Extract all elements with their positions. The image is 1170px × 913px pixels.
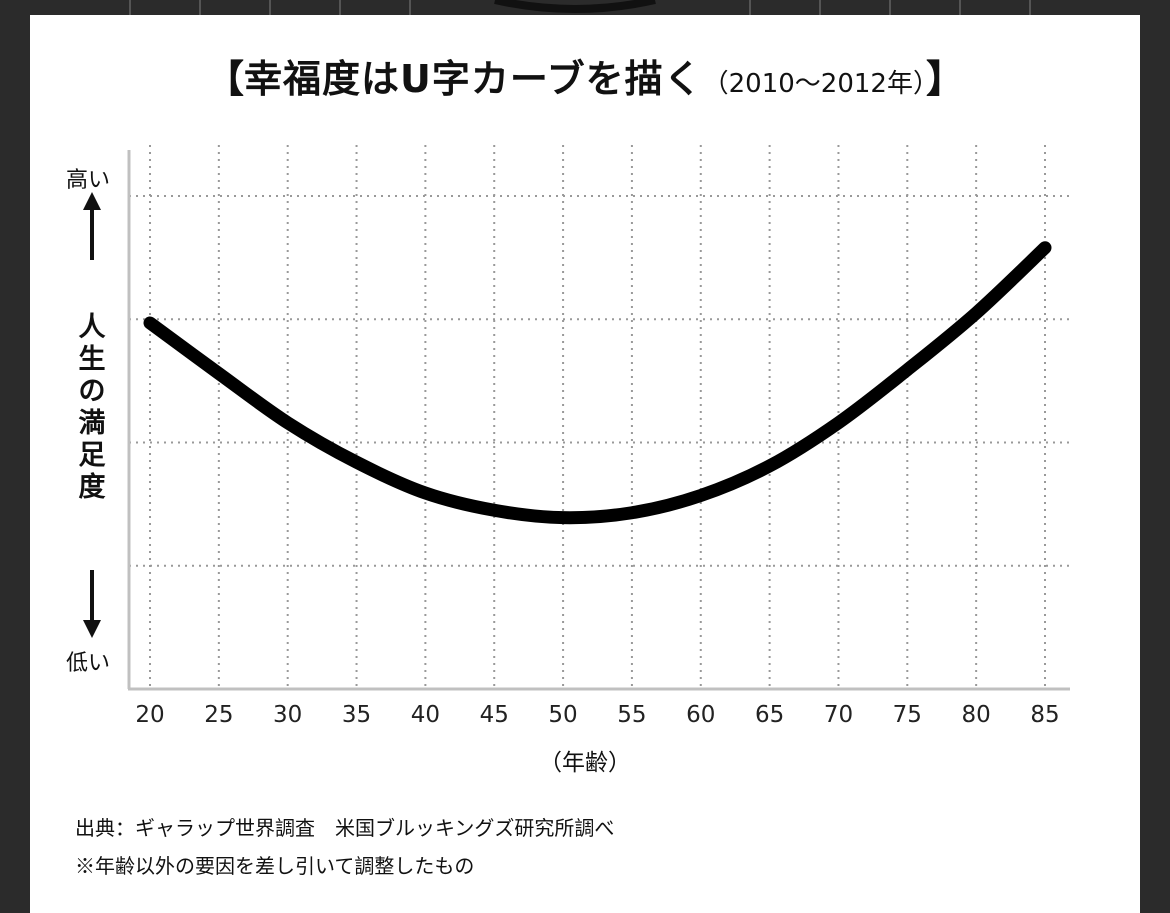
x-tick-label: 60 (686, 702, 715, 728)
title-main: 幸福度はU字カーブを描く (244, 57, 703, 101)
figure-card (30, 15, 1140, 913)
happiness-curve-line (143, 241, 1052, 525)
source-note: 出典：ギャラップ世界調査 米国ブルッキングズ研究所調べ (75, 816, 615, 840)
x-tick-label: 20 (135, 702, 164, 728)
x-tick-label: 50 (548, 702, 577, 728)
title-subtitle: （2010〜2012年） (702, 69, 926, 99)
x-tick-label: 30 (273, 702, 302, 728)
x-axis-title: （年齢） (539, 750, 631, 776)
up-arrow-icon (83, 192, 101, 260)
chart-title: 【幸福度はU字カーブを描く（2010〜2012年）】 (0, 48, 1170, 103)
title-close-bracket: 】 (925, 57, 964, 101)
y-high-label: 高い (66, 168, 111, 193)
caveat-note: ※年齢以外の要因を差し引いて調整したもの (75, 854, 475, 878)
x-tick-label: 65 (755, 702, 784, 728)
x-tick-label: 55 (617, 702, 646, 728)
x-tick-label: 25 (204, 702, 233, 728)
x-tick-label: 70 (824, 702, 853, 728)
x-tick-label: 80 (962, 702, 991, 728)
grid-lines (129, 145, 1070, 689)
x-tick-label: 40 (411, 702, 440, 728)
y-axis-title: 人生の満足度 (78, 312, 106, 503)
background-top-strip (129, 0, 1031, 15)
down-arrow-icon (83, 570, 101, 638)
y-low-label: 低い (66, 651, 111, 676)
x-tick-label: 75 (893, 702, 922, 728)
x-tick-label: 85 (1030, 702, 1059, 728)
title-open-bracket: 【 (206, 57, 245, 101)
chart-axes (127, 150, 1070, 691)
x-tick-label: 35 (342, 702, 371, 728)
x-tick-labels: 20 25 30 35 40 45 50 55 60 65 70 75 80 85 (135, 702, 1059, 728)
x-tick-label: 45 (480, 702, 509, 728)
